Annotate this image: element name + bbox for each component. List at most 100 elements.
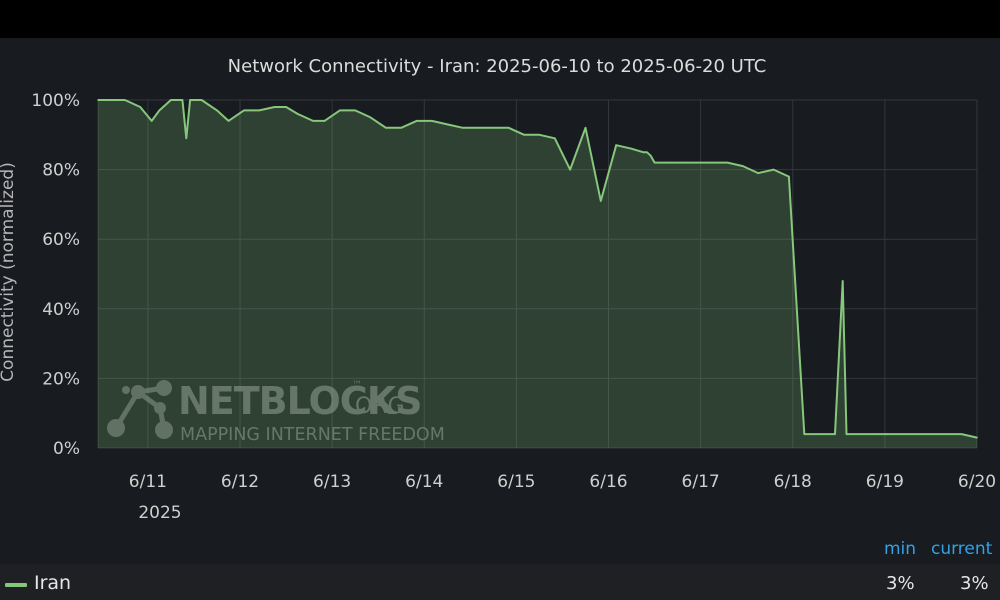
data-point <box>861 433 863 435</box>
x-tick-label: 6/16 <box>589 472 627 492</box>
data-point <box>296 113 299 115</box>
watermark-brand-suffix: .ORG <box>348 394 405 419</box>
data-point <box>788 175 790 178</box>
data-point <box>193 99 195 101</box>
data-point <box>139 106 141 108</box>
y-tick-label: 20% <box>42 369 80 389</box>
data-point <box>285 106 287 108</box>
y-tick-label: 100% <box>31 91 80 111</box>
data-point <box>711 161 713 164</box>
data-point <box>258 109 261 112</box>
netblocks-watermark: NETBLOCKS ™ .ORG MAPPING INTERNET FREEDO… <box>107 379 445 445</box>
data-point <box>803 433 806 435</box>
data-point <box>323 120 326 122</box>
x-year-label: 2025 <box>138 503 181 523</box>
data-point <box>680 161 683 164</box>
series-area-iran <box>98 100 977 448</box>
data-point <box>477 127 479 129</box>
data-point <box>538 134 541 136</box>
data-point <box>400 127 403 129</box>
x-tick-label: 6/17 <box>682 472 720 492</box>
data-point <box>170 99 172 101</box>
series-area-layer <box>97 99 978 448</box>
data-point <box>834 433 836 435</box>
x-tick-label: 6/19 <box>866 472 904 492</box>
data-point <box>150 120 153 122</box>
data-point <box>653 161 656 164</box>
data-point <box>189 99 191 101</box>
data-point <box>845 433 848 435</box>
data-point <box>726 161 729 164</box>
data-point <box>354 109 357 112</box>
data-point <box>868 433 871 435</box>
netblocks-logo-icon <box>107 380 173 439</box>
data-point <box>339 109 341 112</box>
data-point <box>158 109 161 112</box>
data-point <box>600 200 602 202</box>
data-point <box>312 120 314 122</box>
x-tick-label: 6/15 <box>497 472 535 492</box>
data-point <box>181 99 184 101</box>
data-point <box>369 116 372 119</box>
x-tick-labels: 6/11 6/12 6/13 6/14 6/15 6/16 6/17 6/18 6/19 6/20 <box>129 472 996 492</box>
legend-swatch-iran <box>5 583 27 587</box>
data-point <box>273 106 276 108</box>
x-tick-label: 6/11 <box>129 472 167 492</box>
data-point <box>523 134 525 136</box>
data-point <box>849 433 852 435</box>
y-tick-label: 40% <box>42 300 80 320</box>
data-point <box>872 433 875 435</box>
data-point <box>649 154 652 157</box>
data-point <box>415 120 418 122</box>
data-point <box>914 433 917 435</box>
data-point <box>243 109 245 112</box>
data-point <box>124 99 126 101</box>
data-point <box>642 151 644 153</box>
data-point <box>108 99 111 101</box>
top-bar <box>0 0 1000 38</box>
data-point <box>584 127 587 129</box>
data-point <box>185 137 188 140</box>
data-point <box>960 433 963 435</box>
data-point <box>742 165 744 167</box>
data-point <box>615 144 617 146</box>
y-tick-label: 0% <box>53 439 80 459</box>
x-tick-label: 6/13 <box>313 472 351 492</box>
chart-panel <box>0 38 1000 600</box>
data-point <box>976 436 978 439</box>
x-tick-label: 6/20 <box>958 472 996 492</box>
data-point <box>841 280 844 282</box>
data-point <box>646 151 648 153</box>
legend-min-header[interactable]: min <box>884 539 917 559</box>
chart-title: Network Connectivity - Iran: 2025-06-10 … <box>228 56 767 77</box>
y-tick-labels: 0% 20% 40% 60% 80% 100% <box>31 91 80 459</box>
legend-series-name[interactable]: Iran <box>34 572 72 594</box>
x-tick-label: 6/14 <box>405 472 443 492</box>
data-point <box>431 120 433 122</box>
legend-min-value: 3% <box>886 573 915 594</box>
legend-current-value: 3% <box>960 573 989 594</box>
data-point <box>937 433 940 435</box>
data-point <box>97 99 99 101</box>
data-point <box>554 137 556 140</box>
data-point <box>772 168 775 171</box>
data-point <box>507 127 510 129</box>
legend-row-iran[interactable] <box>0 564 1000 600</box>
x-tick-label: 6/12 <box>221 472 259 492</box>
watermark-tm: ™ <box>352 380 362 391</box>
data-point <box>227 120 230 122</box>
data-point <box>216 109 218 112</box>
y-axis-label: Connectivity (normalized) <box>0 162 18 382</box>
watermark-brand: NETBLOCKS <box>178 379 422 423</box>
data-point <box>200 99 203 101</box>
data-point <box>696 161 698 164</box>
x-tick-label: 6/18 <box>774 472 812 492</box>
data-point <box>461 127 464 129</box>
y-tick-label: 60% <box>42 230 80 250</box>
data-point <box>876 433 878 435</box>
y-tick-label: 80% <box>42 161 80 181</box>
watermark-tagline: MAPPING INTERNET FREEDOM <box>180 425 445 445</box>
legend-current-header[interactable]: current <box>931 539 993 559</box>
